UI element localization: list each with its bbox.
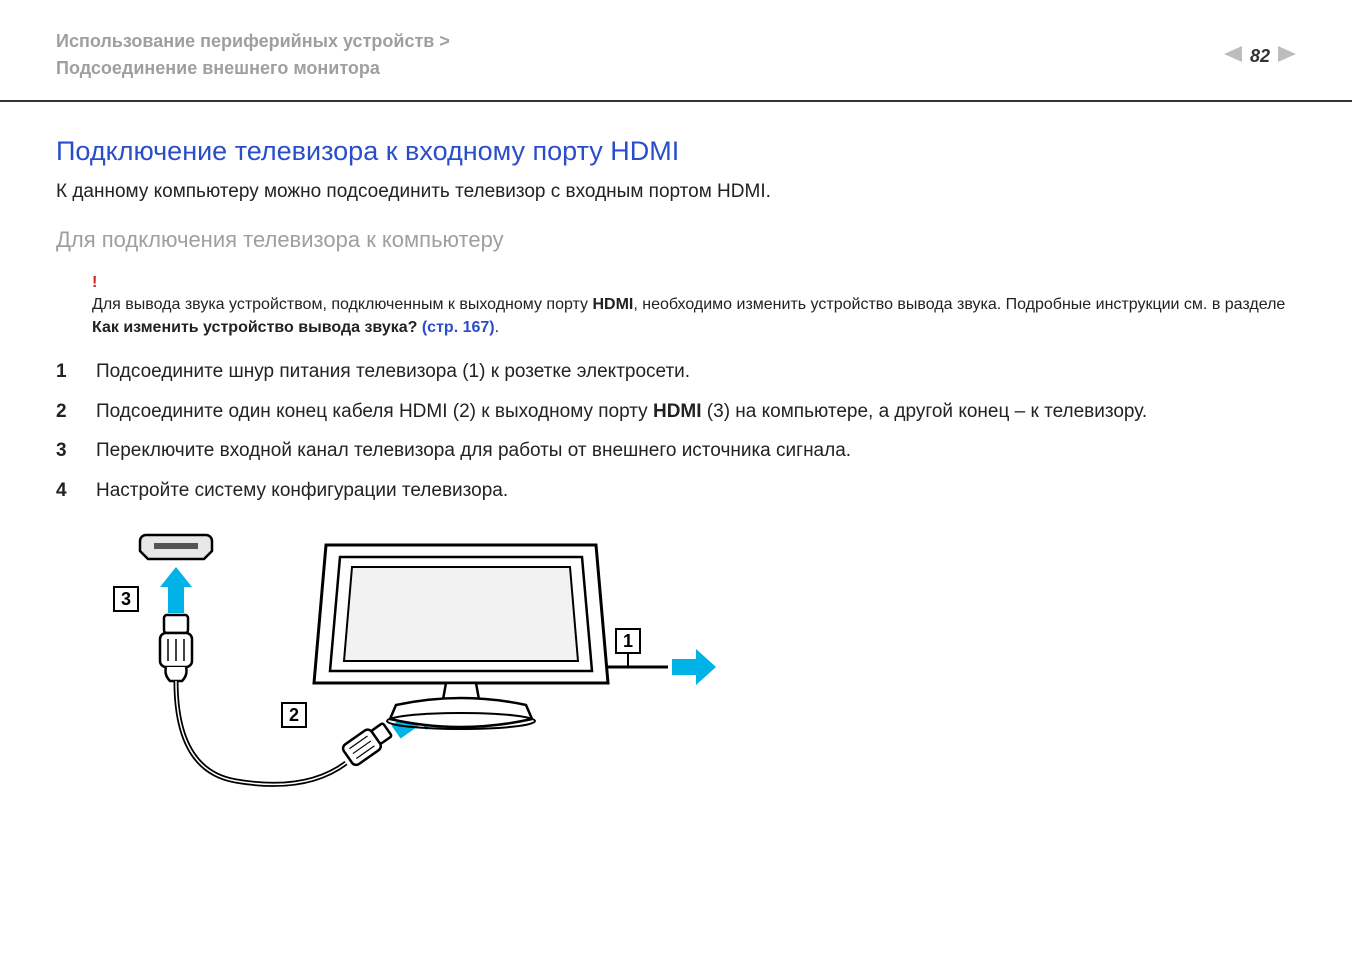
callout-2: 2 [282, 703, 306, 727]
connection-diagram: 3 2 1 [96, 527, 1296, 812]
step-item: Подсоедините шнур питания телевизора (1)… [56, 357, 1296, 386]
hdmi-cable-highlight [176, 681, 346, 784]
note-tail: . [495, 319, 499, 336]
page-number: 82 [1250, 46, 1270, 67]
breadcrumb-line2: Подсоединение внешнего монитора [56, 55, 450, 82]
hdmi-plug2-icon [341, 720, 394, 767]
note-part2: , необходимо изменить устройство вывода … [633, 296, 1285, 313]
hdmi-port-icon [140, 535, 212, 559]
arrow-right-icon [672, 649, 716, 685]
svg-text:3: 3 [121, 589, 131, 609]
steps-list: Подсоедините шнур питания телевизора (1)… [56, 357, 1296, 505]
svg-text:1: 1 [623, 631, 633, 651]
step2-bold: HDMI [653, 401, 702, 422]
warning-icon: ! [92, 275, 1296, 291]
prev-page-icon[interactable] [1224, 46, 1242, 67]
step-item: Переключите входной канал телевизора для… [56, 436, 1296, 465]
step2-pre: Подсоедините один конец кабеля HDMI (2) … [96, 401, 653, 422]
breadcrumb: Использование периферийных устройств > П… [56, 28, 450, 82]
page-header: Использование периферийных устройств > П… [0, 0, 1352, 100]
section-subhead: Для подключения телевизора к компьютеру [56, 227, 1296, 253]
note-bold1: HDMI [592, 296, 633, 313]
next-page-icon[interactable] [1278, 46, 1296, 67]
note-bold2: Как изменить устройство вывода звука? [92, 319, 417, 336]
warning-note: ! Для вывода звука устройством, подключе… [92, 275, 1296, 339]
tv-icon [314, 545, 608, 729]
step-item: Подсоедините один конец кабеля HDMI (2) … [56, 397, 1296, 426]
warning-text: Для вывода звука устройством, подключенн… [92, 293, 1296, 339]
hdmi-cable [176, 681, 346, 784]
arrow-up-icon [160, 567, 192, 613]
note-pageref[interactable]: (стр. 167) [417, 319, 494, 336]
hdmi-plug-icon [160, 615, 192, 681]
breadcrumb-line1: Использование периферийных устройств > [56, 28, 450, 55]
callout-3: 3 [114, 587, 138, 611]
intro-text: К данному компьютеру можно подсоединить … [56, 181, 1296, 203]
callout-1: 1 [616, 629, 640, 653]
page-nav: 82 [1224, 46, 1296, 67]
page-content: Подключение телевизора к входному порту … [0, 102, 1352, 812]
note-part1: Для вывода звука устройством, подключенн… [92, 296, 592, 313]
page-title: Подключение телевизора к входному порту … [56, 136, 1296, 167]
step-item: Настройте систему конфигурации телевизор… [56, 476, 1296, 505]
step2-post: (3) на компьютере, а другой конец – к те… [702, 401, 1148, 422]
svg-text:2: 2 [289, 705, 299, 725]
